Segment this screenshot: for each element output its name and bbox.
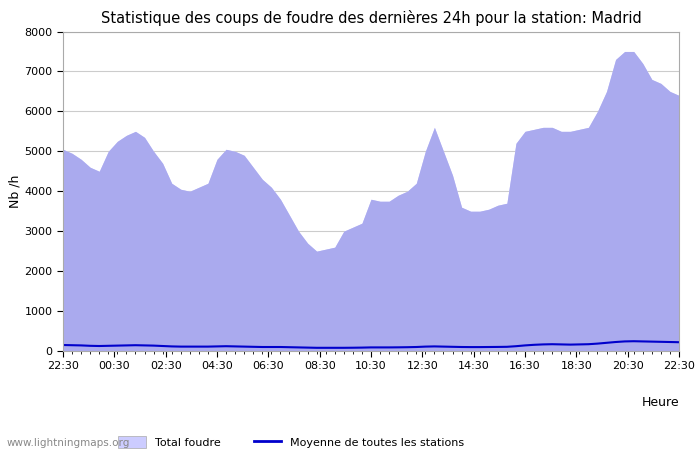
Y-axis label: Nb /h: Nb /h (8, 175, 22, 208)
Title: Statistique des coups de foudre des dernières 24h pour la station: Madrid: Statistique des coups de foudre des dern… (101, 10, 641, 26)
Text: Heure: Heure (641, 396, 679, 409)
Text: www.lightningmaps.org: www.lightningmaps.org (7, 438, 130, 448)
